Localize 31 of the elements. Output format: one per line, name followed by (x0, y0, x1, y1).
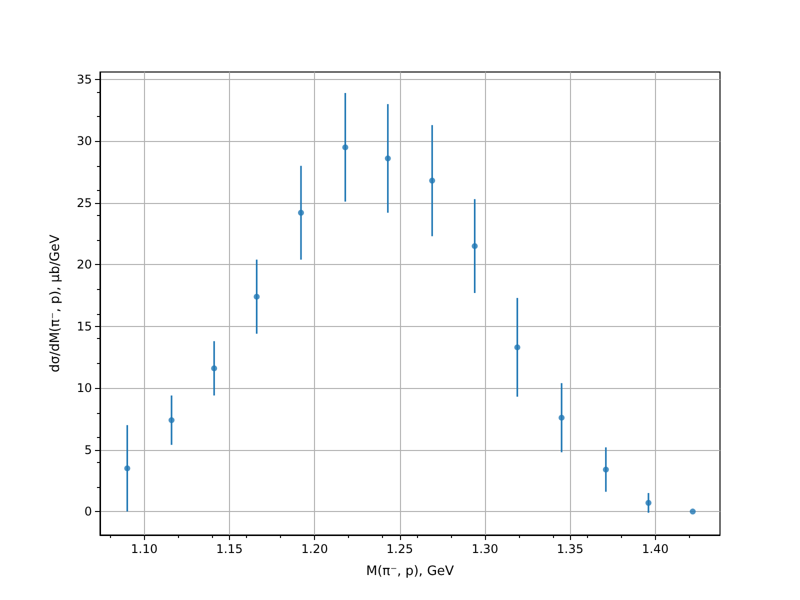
point (298, 210, 304, 216)
y-tick-label: 0 (84, 504, 92, 519)
point (558, 414, 565, 421)
point (211, 365, 218, 372)
y-axis-title: dσ/dM(π⁻, p), μb/GeV (48, 234, 63, 372)
point (254, 294, 260, 300)
x-tick-label: 1.20 (301, 542, 328, 556)
point (514, 344, 520, 350)
point (645, 500, 652, 506)
point (168, 417, 175, 424)
y-tick-label: 5 (84, 442, 92, 457)
point (690, 508, 696, 515)
y-tick-label: 25 (76, 196, 92, 210)
point (124, 465, 130, 472)
point (472, 243, 478, 250)
x-axis-title: M(π⁻, p), GeV (366, 564, 454, 579)
x-tick-label: 1.30 (472, 542, 498, 556)
y-tick-label: 30 (76, 134, 92, 148)
x-tick-label: 1.10 (130, 542, 158, 556)
point (602, 466, 609, 473)
x-tick-label: 1.15 (216, 542, 243, 556)
y-tick-label: 10 (76, 381, 92, 396)
point (384, 155, 391, 162)
x-tick-label: 1.35 (556, 542, 584, 556)
y-tick-label: 20 (76, 258, 92, 272)
y-tick-label: 15 (76, 319, 92, 334)
y-tick-label: 35 (76, 72, 92, 86)
x-tick-label: 1.25 (386, 542, 414, 556)
point (342, 144, 348, 150)
point (429, 178, 436, 184)
x-tick-label: 1.40 (642, 542, 669, 556)
